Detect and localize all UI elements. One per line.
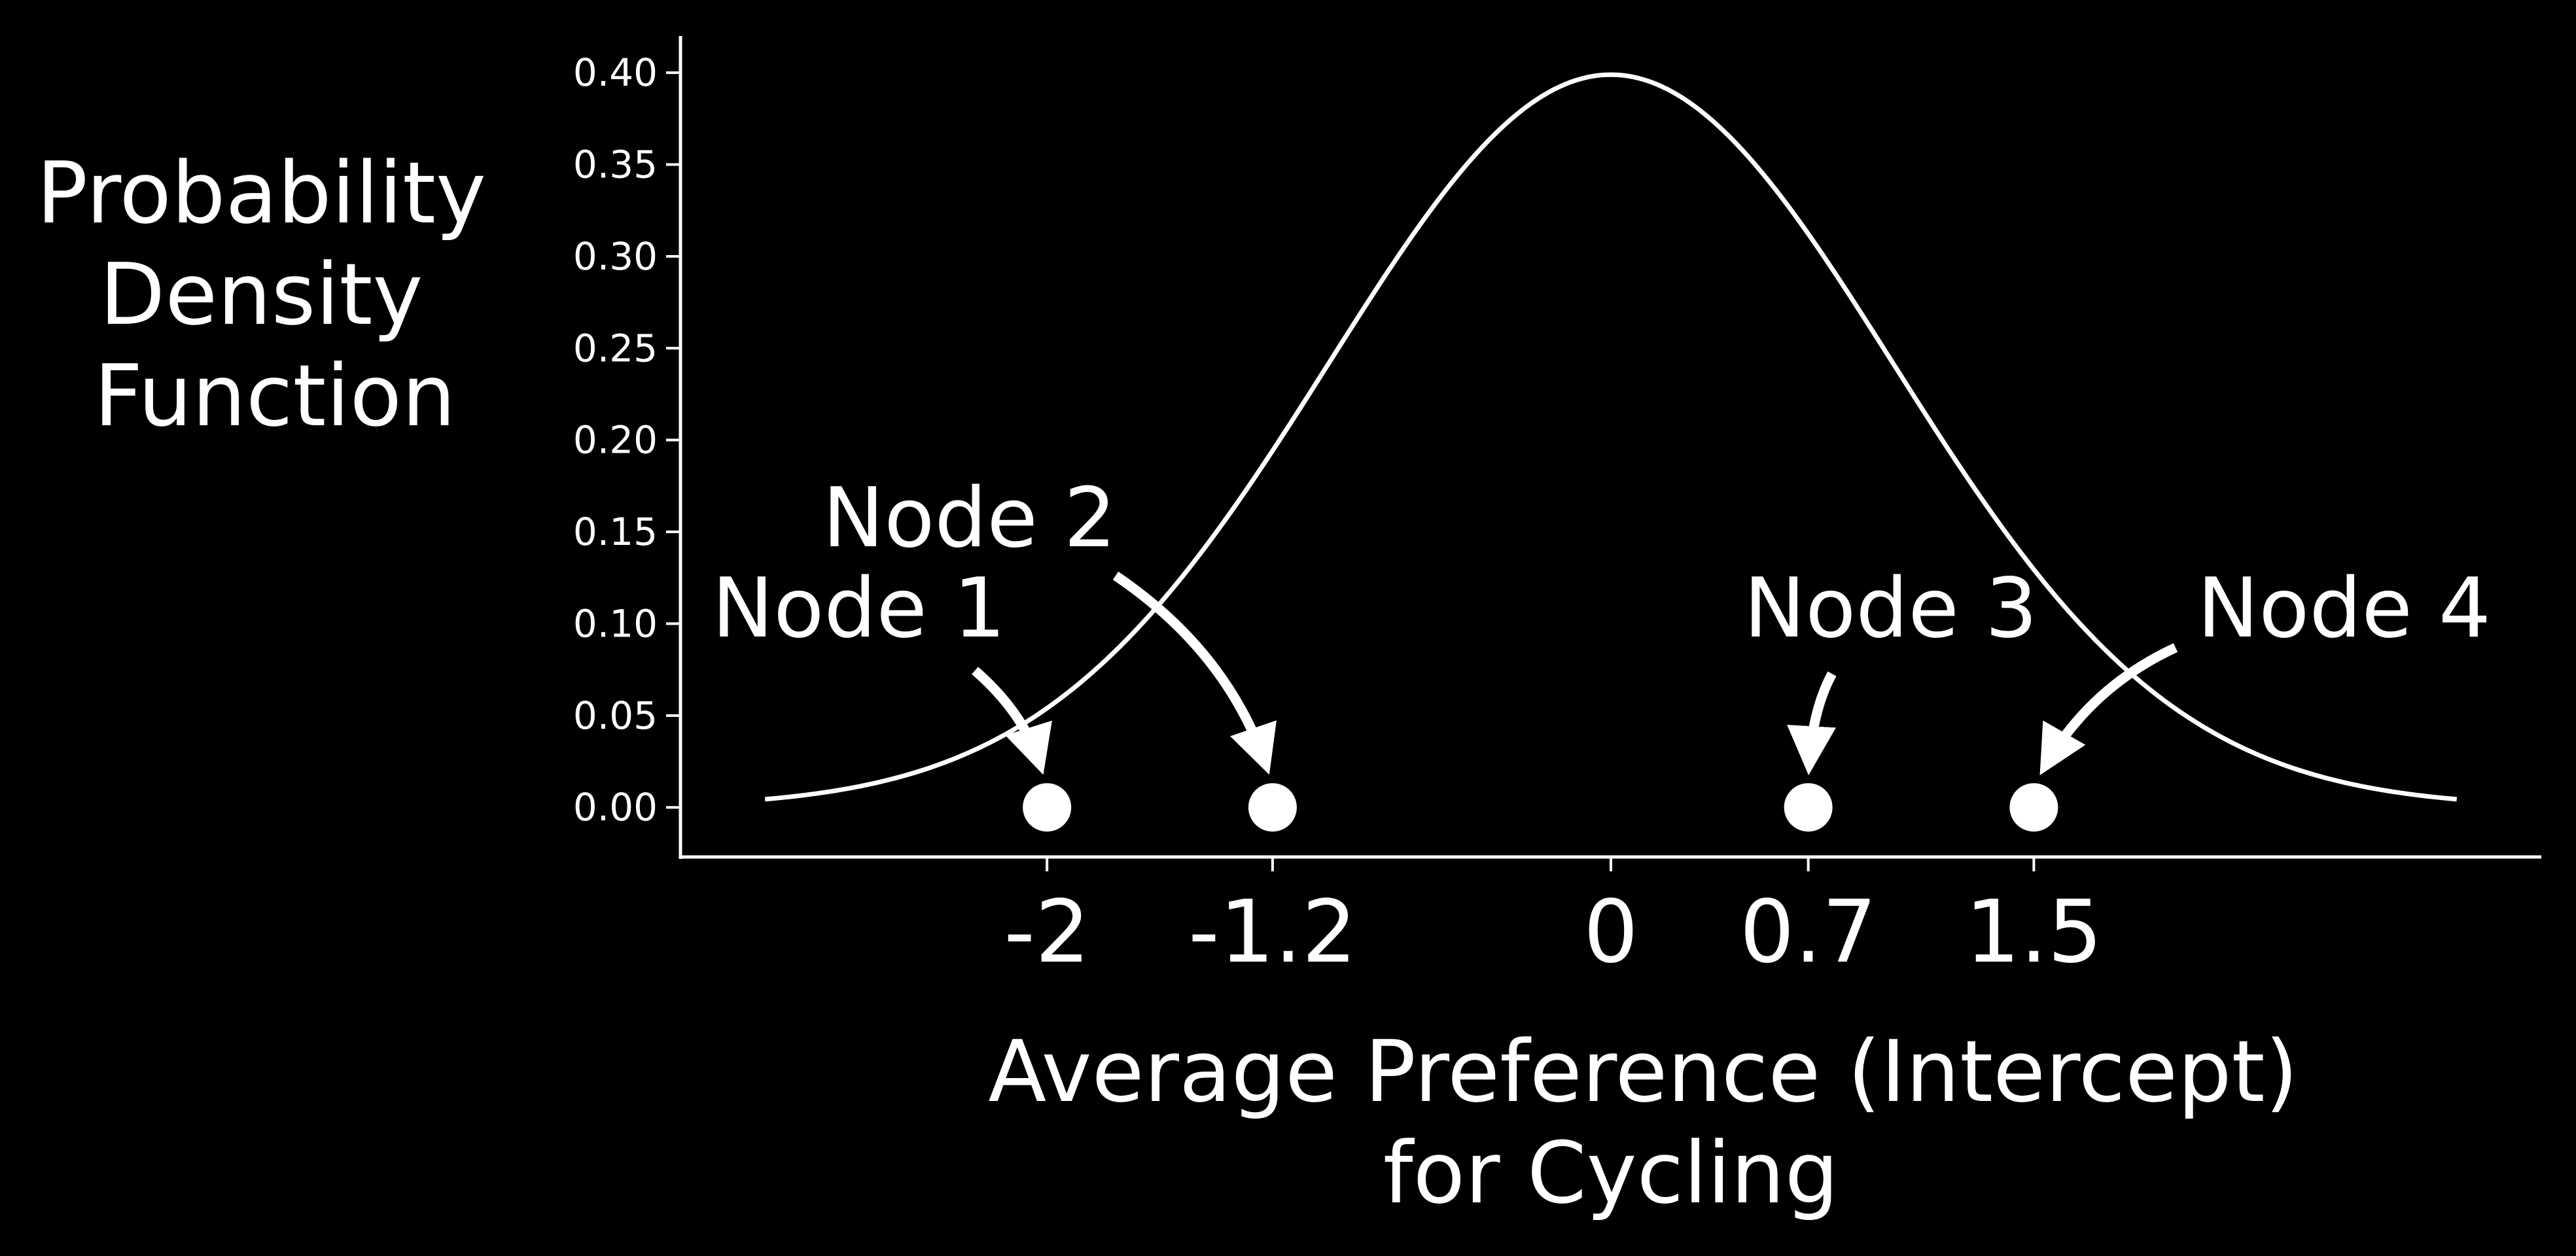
y-tick-1-label: 0.05 bbox=[573, 693, 658, 738]
x-tick-0: -2 bbox=[1004, 857, 1090, 983]
x-tick-3: 0.7 bbox=[1740, 857, 1877, 983]
y-tick-6: 0.30 bbox=[573, 234, 680, 279]
x-tick-4: 1.5 bbox=[1965, 857, 2102, 983]
node-2-point bbox=[1248, 783, 1297, 832]
x-tick-3-label: 0.7 bbox=[1740, 882, 1877, 983]
node-4-point bbox=[2009, 783, 2058, 832]
y-tick-3-label: 0.15 bbox=[573, 510, 658, 554]
pdf-curve-line bbox=[764, 72, 2458, 802]
y-axis-label-line-3: Function bbox=[94, 346, 456, 445]
x-tick-1: -1.2 bbox=[1188, 857, 1357, 983]
y-tick-2-label: 0.10 bbox=[573, 601, 658, 646]
node-4-arrow bbox=[2039, 643, 2178, 776]
node-3-arrow bbox=[1787, 671, 1837, 775]
y-axis-label-line-2: Density bbox=[99, 245, 423, 344]
x-tick-4-label: 1.5 bbox=[1965, 882, 2102, 983]
y-tick-0-label: 0.00 bbox=[573, 785, 658, 829]
x-axis-label-line-1: Average Preference (Intercept) bbox=[988, 1022, 2298, 1121]
y-tick-8: 0.40 bbox=[573, 50, 680, 95]
x-tick-1-label: -1.2 bbox=[1188, 882, 1357, 983]
node-4-label: Node 4 bbox=[2197, 560, 2491, 656]
y-tick-6-label: 0.30 bbox=[573, 234, 658, 279]
y-tick-5-label: 0.25 bbox=[573, 326, 658, 370]
y-tick-4-label: 0.20 bbox=[573, 418, 658, 462]
x-tick-2-label: 0 bbox=[1583, 882, 1638, 983]
y-tick-1: 0.05 bbox=[573, 693, 680, 738]
y-tick-5: 0.25 bbox=[573, 326, 680, 370]
node-points bbox=[1023, 783, 2058, 832]
x-axis-label: Average Preference (Intercept) for Cycli… bbox=[988, 1022, 2325, 1223]
y-tick-4: 0.20 bbox=[573, 418, 680, 462]
node-2-label: Node 2 bbox=[822, 470, 1116, 566]
node-1-label: Node 1 bbox=[712, 560, 1006, 656]
node-2-arrow bbox=[1112, 571, 1277, 775]
x-axis-label-line-2: for Cycling bbox=[1383, 1123, 1839, 1223]
y-tick-7-label: 0.35 bbox=[573, 143, 658, 187]
x-ticks: -2 -1.2 0 0.7 1.5 bbox=[1004, 857, 2102, 983]
y-axis-label-line-1: Probability bbox=[37, 143, 486, 243]
y-axis-label: Probability Density Function bbox=[37, 143, 514, 445]
x-tick-2: 0 bbox=[1583, 857, 1638, 983]
node-3-label: Node 3 bbox=[1744, 560, 2038, 656]
node-1-arrow bbox=[972, 667, 1052, 775]
y-tick-0: 0.00 bbox=[573, 785, 680, 829]
y-tick-7: 0.35 bbox=[573, 143, 680, 187]
x-tick-0-label: -2 bbox=[1004, 882, 1090, 983]
y-tick-3: 0.15 bbox=[573, 510, 680, 554]
y-tick-8-label: 0.40 bbox=[573, 50, 658, 95]
node-3-point bbox=[1784, 783, 1833, 832]
y-tick-2: 0.10 bbox=[573, 601, 680, 646]
node-1-point bbox=[1023, 783, 1072, 832]
y-ticks: 0.00 0.05 0.10 0.15 0.20 0.25 0.30 0.35 bbox=[573, 50, 680, 829]
